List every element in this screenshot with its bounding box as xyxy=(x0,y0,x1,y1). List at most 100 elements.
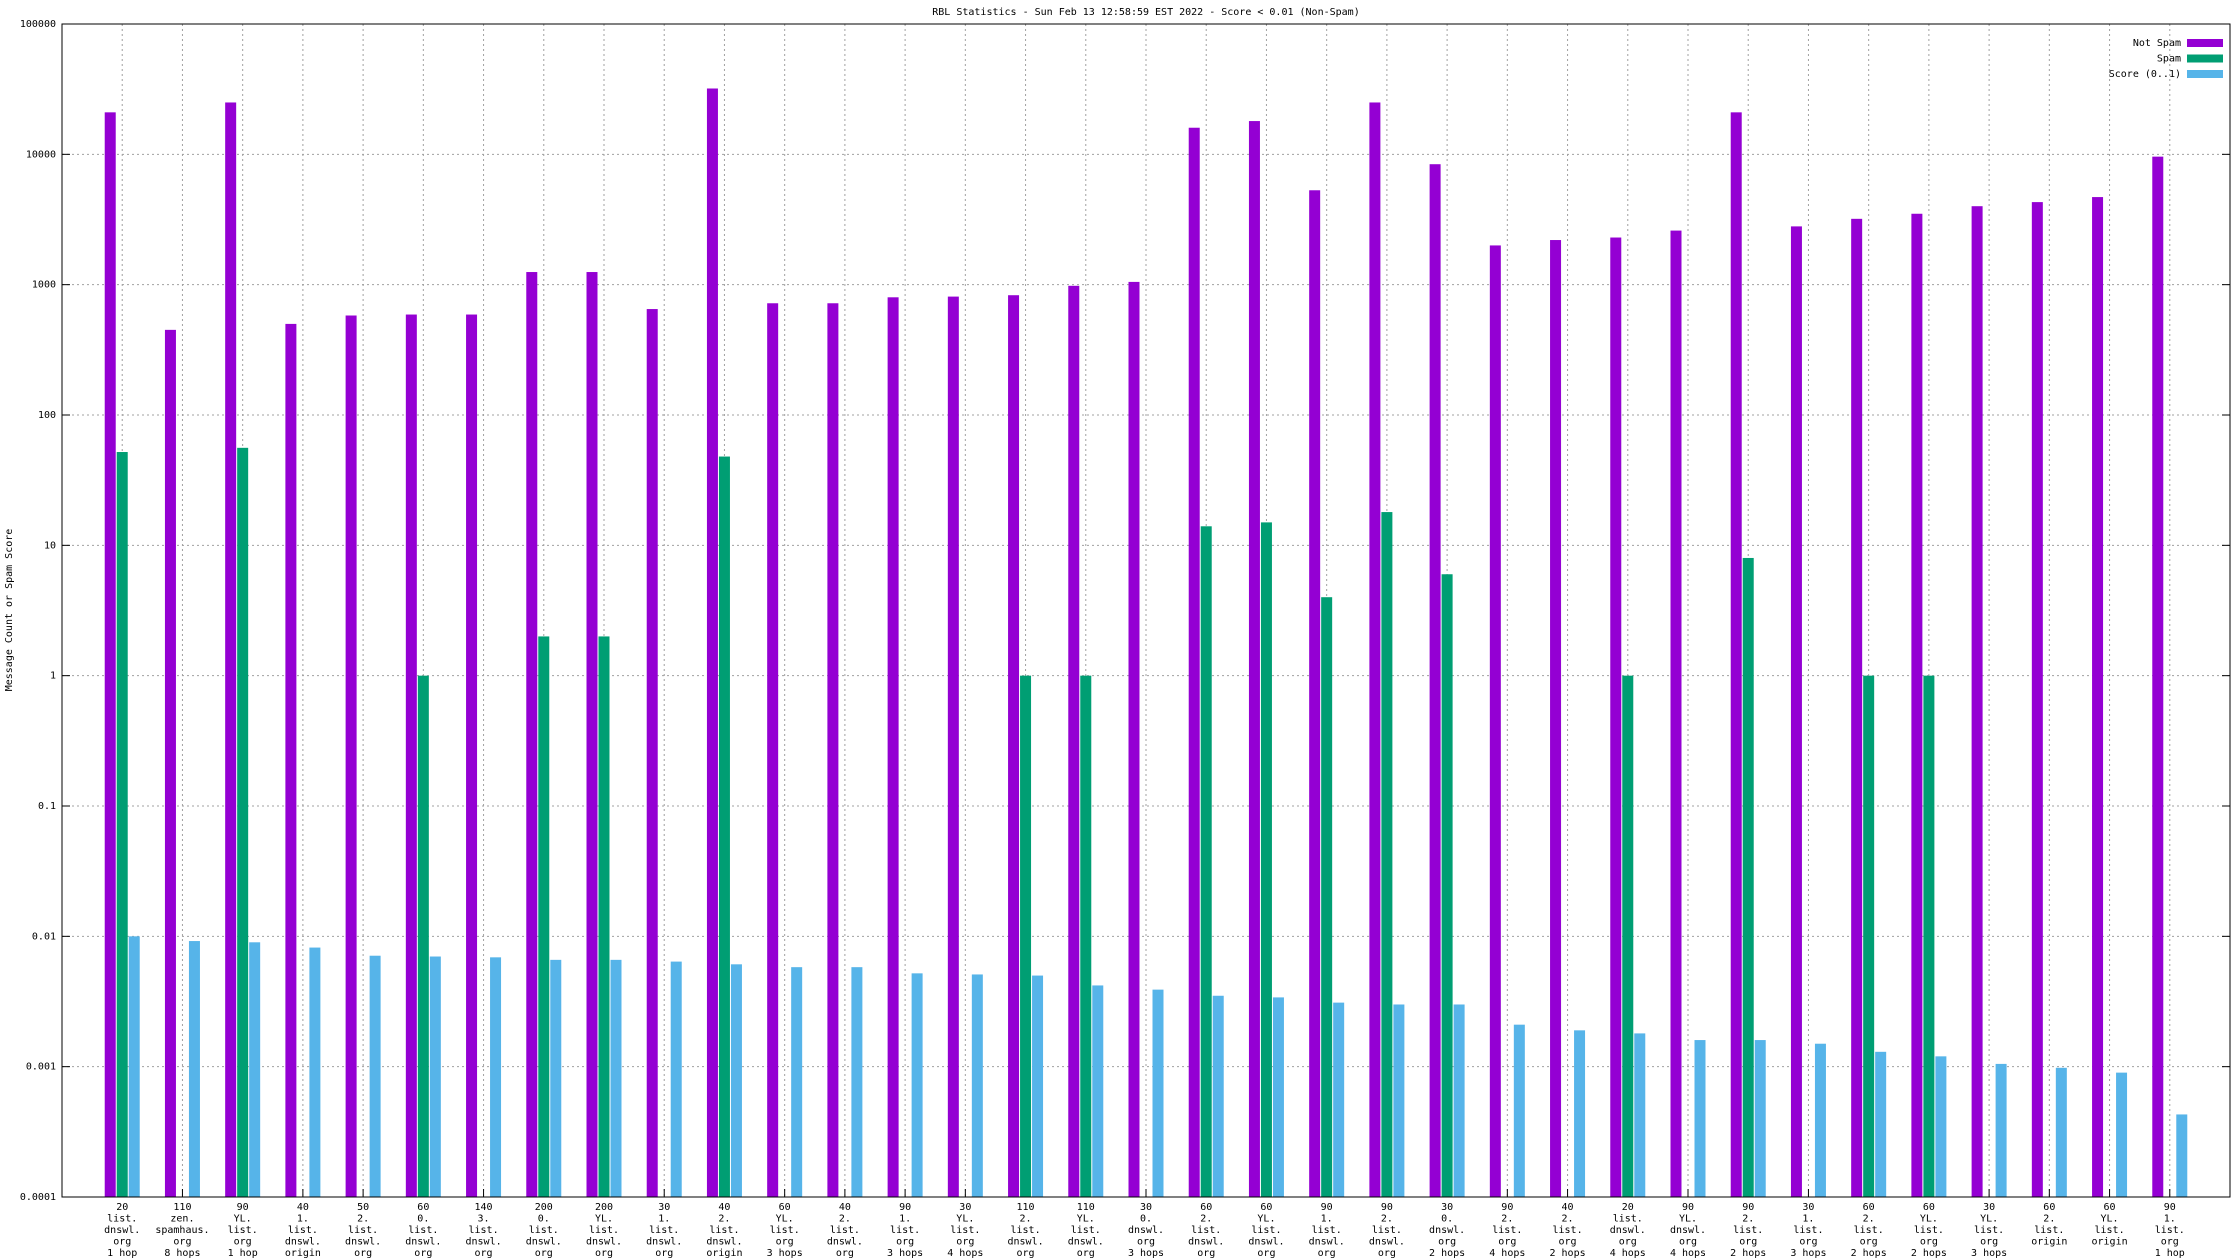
x-tick-label: 60 xyxy=(1923,1202,1935,1213)
bar xyxy=(2152,156,2164,1197)
x-tick-label: 40 xyxy=(718,1202,730,1213)
x-tick-label: list. xyxy=(709,1225,739,1236)
x-tick-label: dnswl. xyxy=(827,1237,863,1248)
x-tick-label: dnswl. xyxy=(1369,1237,1405,1248)
legend-swatch xyxy=(2187,70,2223,78)
bar xyxy=(1381,512,1393,1197)
x-tick-label: org xyxy=(1318,1248,1336,1259)
chart-title: RBL Statistics - Sun Feb 13 12:58:59 EST… xyxy=(932,7,1359,18)
x-tick-label: list. xyxy=(408,1225,438,1236)
x-tick-label: org xyxy=(1739,1237,1757,1248)
x-tick-label: 4 hops xyxy=(1670,1248,1706,1259)
x-tick-label: list. xyxy=(107,1214,137,1225)
x-tick-label: 4 hops xyxy=(1489,1248,1525,1259)
bar xyxy=(1694,1040,1706,1197)
x-tick-label: 60 xyxy=(417,1202,429,1213)
x-tick-label: 1 hop xyxy=(228,1248,258,1259)
x-tick-label: 3 hops xyxy=(1971,1248,2007,1259)
bar xyxy=(1574,1030,1586,1197)
bar xyxy=(1453,1004,1465,1197)
x-tick-label: 90 xyxy=(1682,1202,1694,1213)
bar xyxy=(550,959,562,1197)
x-tick-label: 30 xyxy=(959,1202,971,1213)
x-tick-label: list. xyxy=(1251,1225,1281,1236)
bar xyxy=(116,452,128,1197)
bar xyxy=(827,303,839,1197)
x-tick-label: dnswl. xyxy=(1248,1237,1284,1248)
x-tick-label: 200 xyxy=(535,1202,553,1213)
bar xyxy=(1092,985,1104,1197)
x-tick-label: 2. xyxy=(1742,1214,1754,1225)
x-tick-label: 3 hops xyxy=(1128,1248,1164,1259)
x-tick-label: org xyxy=(655,1248,673,1259)
x-tick-label: list. xyxy=(1191,1225,1221,1236)
bar xyxy=(104,112,116,1198)
x-tick-label: 0. xyxy=(417,1214,429,1225)
bar xyxy=(1020,675,1032,1197)
x-tick-label: dnswl. xyxy=(1128,1225,1164,1236)
bar xyxy=(369,955,381,1197)
x-tick-label: org xyxy=(1498,1237,1516,1248)
x-tick-label: dnswl. xyxy=(706,1237,742,1248)
x-tick-label: list. xyxy=(1793,1225,1823,1236)
bar xyxy=(598,636,610,1197)
x-tick-label: 110 xyxy=(1017,1202,1035,1213)
bar xyxy=(1634,1033,1646,1197)
bar xyxy=(1754,1040,1766,1197)
bar xyxy=(586,272,598,1197)
x-tick-label: dnswl. xyxy=(1670,1225,1706,1236)
x-tick-label: list. xyxy=(348,1225,378,1236)
x-tick-label: list. xyxy=(1312,1225,1342,1236)
x-tick-label: YL. xyxy=(956,1214,974,1225)
x-tick-label: 3 hops xyxy=(887,1248,923,1259)
x-tick-label: org xyxy=(475,1248,493,1259)
y-tick-label: 0.01 xyxy=(32,931,56,942)
bar xyxy=(1971,206,1983,1197)
x-tick-label: org xyxy=(1137,1237,1155,1248)
bar xyxy=(128,936,140,1197)
x-tick-label: dnswl. xyxy=(465,1237,501,1248)
bar xyxy=(1369,102,1381,1197)
x-tick-label: list. xyxy=(469,1225,499,1236)
bar xyxy=(1260,522,1272,1197)
x-tick-label: 140 xyxy=(475,1202,493,1213)
x-tick-label: 2. xyxy=(1863,1214,1875,1225)
x-tick-label: YL. xyxy=(776,1214,794,1225)
x-tick-label: 20 xyxy=(116,1202,128,1213)
x-tick-label: 1 hop xyxy=(107,1248,137,1259)
x-tick-label: 2. xyxy=(1381,1214,1393,1225)
bar xyxy=(1911,213,1923,1197)
x-tick-label: list. xyxy=(1071,1225,1101,1236)
bar xyxy=(947,296,959,1197)
x-tick-label: 30 xyxy=(1802,1202,1814,1213)
bar xyxy=(1212,995,1224,1197)
y-tick-label: 0.001 xyxy=(26,1062,56,1073)
x-tick-label: org xyxy=(1438,1237,1456,1248)
y-tick-label: 0.1 xyxy=(38,801,56,812)
x-tick-label: 1. xyxy=(1802,1214,1814,1225)
x-tick-label: list. xyxy=(1011,1225,1041,1236)
x-tick-label: 2. xyxy=(839,1214,851,1225)
bar xyxy=(188,941,200,1197)
x-tick-label: list. xyxy=(1492,1225,1522,1236)
x-tick-label: org xyxy=(1017,1248,1035,1259)
legend-label: Not Spam xyxy=(2133,38,2181,49)
x-tick-label: 3 hops xyxy=(1790,1248,1826,1259)
x-tick-label: 0. xyxy=(538,1214,550,1225)
bar xyxy=(1513,1024,1525,1197)
x-tick-label: 2. xyxy=(1562,1214,1574,1225)
legend-swatch xyxy=(2187,54,2223,63)
x-tick-label: list. xyxy=(1553,1225,1583,1236)
bar xyxy=(1272,997,1284,1197)
x-tick-label: org xyxy=(1378,1248,1396,1259)
x-tick-label: 1 hop xyxy=(2155,1248,2185,1259)
bar xyxy=(1393,1004,1405,1197)
bar xyxy=(1790,226,1802,1197)
x-tick-label: 4 hops xyxy=(947,1248,983,1259)
bar xyxy=(1730,112,1742,1198)
bar xyxy=(1875,1051,1887,1197)
bar xyxy=(1995,1063,2007,1197)
x-tick-label: origin xyxy=(706,1248,742,1259)
x-tick-label: org xyxy=(595,1248,613,1259)
